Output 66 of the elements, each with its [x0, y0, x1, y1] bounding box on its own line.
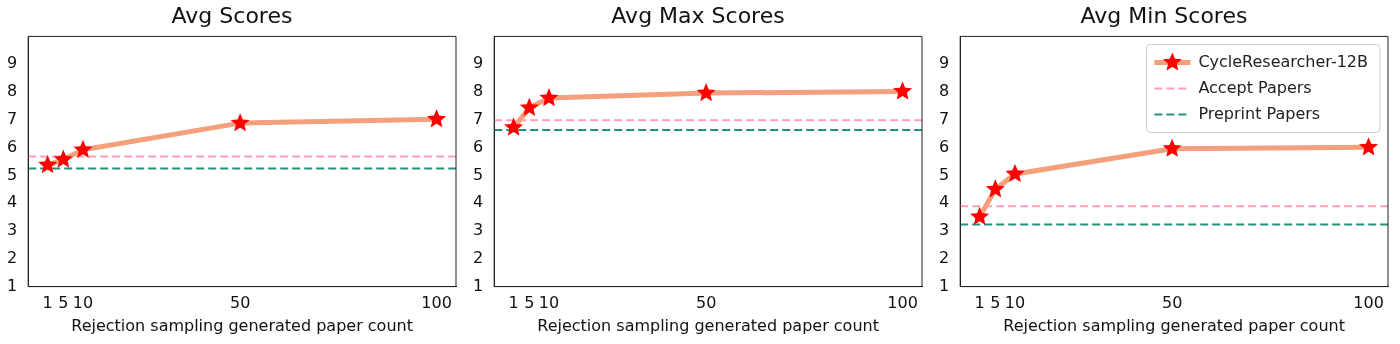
x-axis-title: Rejection sampling generated paper count — [537, 315, 879, 335]
y-tick-label: 3 — [472, 220, 484, 240]
chart-title: Avg Max Scores — [611, 2, 785, 28]
point — [1162, 138, 1182, 157]
x-axis-title: Rejection sampling generated paper count — [1003, 315, 1345, 335]
point — [985, 179, 1005, 198]
chart-title: Avg Scores — [171, 2, 293, 28]
y-tick-label: 9 — [938, 53, 950, 73]
y-tick-label: 7 — [472, 108, 484, 128]
point — [519, 97, 539, 116]
point — [970, 206, 990, 225]
x-tick-label: 10 — [538, 293, 560, 313]
y-tick-label: 2 — [938, 247, 950, 267]
y-tick-label: 1 — [472, 275, 484, 295]
y-tick-label: 4 — [938, 192, 950, 212]
point — [539, 88, 559, 107]
chart-title: Avg Min Scores — [1080, 2, 1248, 28]
y-tick-label: 1 — [6, 275, 18, 295]
y-tick-label: 8 — [6, 81, 18, 101]
x-tick-label: 50 — [1161, 293, 1183, 313]
y-tick-label: 3 — [938, 220, 950, 240]
y-tick-label: 6 — [6, 136, 18, 156]
y-tick-label: 9 — [6, 53, 18, 73]
legend-label: Accept Papers — [1198, 77, 1312, 97]
point — [893, 81, 913, 100]
y-tick-label: 6 — [472, 136, 484, 156]
point — [230, 113, 250, 132]
x-tick-label: 100 — [1353, 293, 1384, 313]
point — [504, 117, 524, 136]
x-tick-label: 100 — [887, 293, 918, 313]
point — [1005, 164, 1025, 183]
x-tick-label: 10 — [1004, 293, 1026, 313]
point — [696, 83, 716, 102]
point — [73, 139, 93, 158]
x-tick-label: 50 — [695, 293, 717, 313]
x-axis-title: Rejection sampling generated paper count — [71, 315, 413, 335]
legend-label: CycleResearcher-12B — [1198, 51, 1368, 71]
y-tick-label: 6 — [938, 136, 950, 156]
legend-label: Preprint Papers — [1198, 103, 1321, 123]
point — [1359, 137, 1379, 156]
y-tick-label: 5 — [472, 164, 484, 184]
x-tick-label: 1 — [974, 293, 985, 313]
y-tick-label: 4 — [472, 192, 484, 212]
point — [427, 109, 447, 128]
y-tick-label: 3 — [6, 220, 18, 240]
y-tick-label: 2 — [6, 247, 18, 267]
y-tick-label: 8 — [472, 81, 484, 101]
x-tick-label: 10 — [72, 293, 94, 313]
x-tick-label: 5 — [524, 293, 535, 313]
y-tick-label: 8 — [938, 81, 950, 101]
y-tick-label: 4 — [6, 192, 18, 212]
y-tick-label: 7 — [938, 108, 950, 128]
x-tick-label: 100 — [421, 293, 452, 313]
x-tick-label: 50 — [229, 293, 251, 313]
y-tick-label: 1 — [938, 275, 950, 295]
y-tick-label: 7 — [6, 108, 18, 128]
y-tick-label: 5 — [6, 164, 18, 184]
x-tick-label: 1 — [508, 293, 519, 313]
x-tick-label: 5 — [58, 293, 69, 313]
y-tick-label: 2 — [472, 247, 484, 267]
y-tick-label: 9 — [472, 53, 484, 73]
x-tick-label: 5 — [990, 293, 1001, 313]
point — [53, 149, 73, 168]
point — [38, 155, 58, 174]
x-tick-label: 1 — [42, 293, 53, 313]
y-tick-label: 5 — [938, 164, 950, 184]
